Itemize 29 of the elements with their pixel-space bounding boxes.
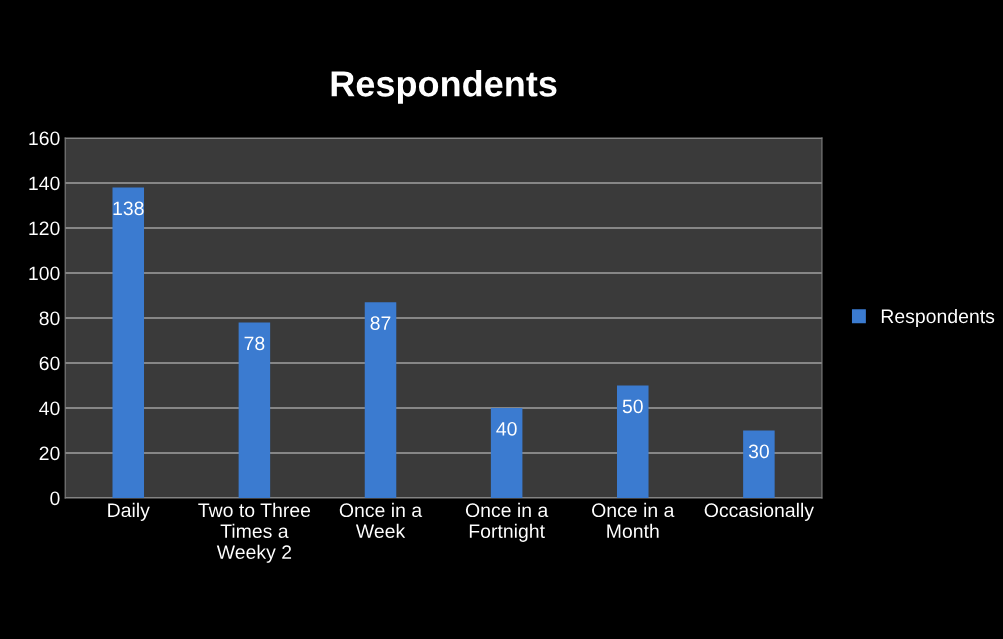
bar [490,407,523,498]
x-tick-label: Once in a Fortnight [465,502,549,542]
data-label: 78 [244,336,265,351]
data-label: 40 [496,421,517,436]
y-tick-label: 100 [29,266,60,281]
y-tick-label: 20 [39,446,60,461]
bar [617,385,649,498]
bar [364,302,397,498]
x-tick-label: Once in a Week [339,502,423,539]
y-tick-label: 60 [39,356,60,371]
data-label: 138 [113,201,144,216]
x-tick-label: Daily [108,502,150,521]
y-tick-label: 160 [29,131,60,146]
bar [743,430,775,498]
y-tick-label: 120 [29,221,60,236]
x-tick-label: Two to Three Times a Weeky 2 [198,502,311,563]
x-tick-label: Once in a Month [592,502,675,539]
bar [238,322,271,498]
x-tick-label: Occasionally [704,502,814,521]
y-tick-label: 40 [39,401,60,416]
y-tick-label: 0 [50,491,60,506]
data-label: 30 [748,444,769,459]
y-tick-label: 80 [39,311,60,326]
y-tick-label: 140 [29,176,60,191]
data-label: 87 [370,316,391,330]
data-label: 50 [622,399,643,414]
bar [112,187,145,498]
chart-title: Respondents [331,70,557,104]
legend-label: Respondents [881,308,995,328]
